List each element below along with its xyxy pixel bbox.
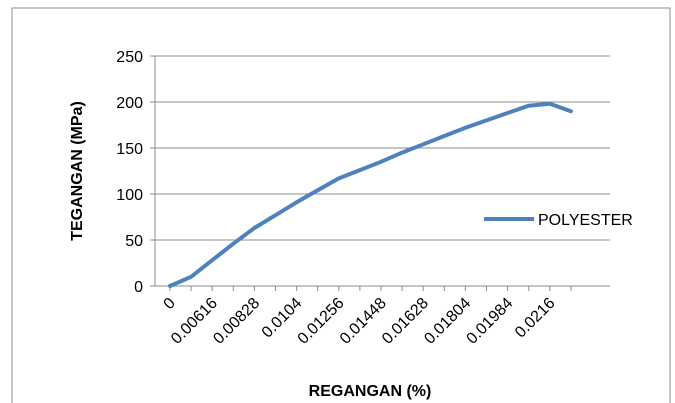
chart-border bbox=[11, 7, 671, 403]
gridlines bbox=[150, 55, 610, 291]
y-tick-label-3: 150 bbox=[116, 141, 143, 158]
y-tick-labels: 0 50 100 150 200 250 bbox=[116, 49, 143, 296]
legend: POLYESTER bbox=[484, 212, 633, 229]
series-line-polyester bbox=[168, 101, 573, 288]
x-axis-title: REGANGAN (%) bbox=[309, 383, 432, 400]
y-axis-title: TEGANGAN (MPa) bbox=[69, 101, 86, 241]
y-tick-label-4: 200 bbox=[116, 95, 143, 112]
axes bbox=[154, 56, 610, 287]
y-tick-label-1: 50 bbox=[125, 233, 143, 250]
y-tick-label-2: 100 bbox=[116, 187, 143, 204]
legend-label-polyester: POLYESTER bbox=[538, 212, 633, 229]
y-tick-label-0: 0 bbox=[134, 279, 143, 296]
y-tick-label-5: 250 bbox=[116, 49, 143, 66]
series-lines bbox=[168, 101, 573, 288]
